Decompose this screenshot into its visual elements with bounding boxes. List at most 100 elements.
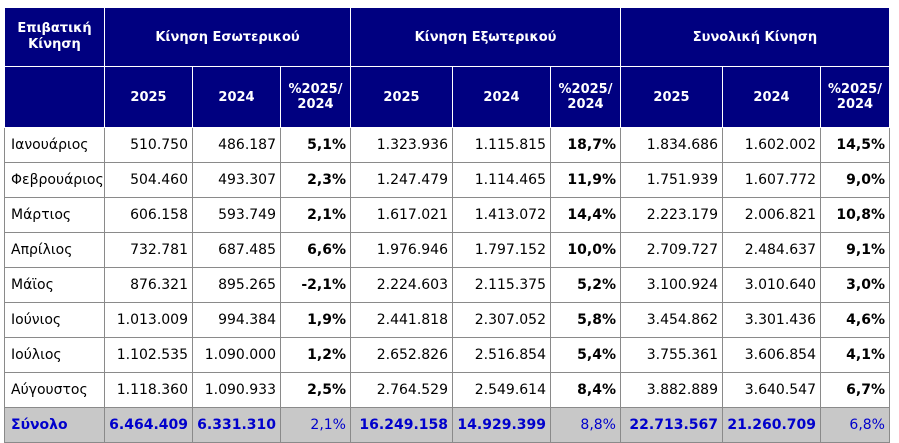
- value-cell: 687.485: [192, 232, 281, 268]
- month-label: Ιούνιος: [4, 302, 105, 338]
- group-header-domestic: Κίνηση Εσωτερικού: [104, 7, 351, 67]
- value-cell: 14.929.399: [452, 407, 551, 443]
- table-row: Μάϊος 876.321 895.265 -2,1% 2.224.603 2.115.3…: [4, 267, 890, 303]
- col-header-change: %2025/ 2024: [280, 66, 351, 128]
- col-header-2025: 2025: [620, 66, 723, 128]
- table-row: Αύγουστος 1.118.360 1.090.933 2,5% 2.764.529…: [4, 372, 890, 408]
- col-header-change: %2025/ 2024: [820, 66, 890, 128]
- change-cell: 2,3%: [280, 162, 351, 198]
- value-cell: 1.115.815: [452, 127, 551, 163]
- change-cell: 8,4%: [550, 372, 621, 408]
- value-cell: 2.516.854: [452, 337, 551, 373]
- value-cell: 1.090.000: [192, 337, 281, 373]
- value-cell: 606.158: [104, 197, 193, 233]
- value-cell: 3.301.436: [722, 302, 821, 338]
- change-cell: 5,1%: [280, 127, 351, 163]
- value-cell: 1.413.072: [452, 197, 551, 233]
- value-cell: 876.321: [104, 267, 193, 303]
- value-cell: 2.549.614: [452, 372, 551, 408]
- total-label: Σύνολο: [4, 407, 105, 443]
- value-cell: 2.764.529: [350, 372, 453, 408]
- value-cell: 1.617.021: [350, 197, 453, 233]
- change-cell: 10,8%: [820, 197, 890, 233]
- header-row-years: 2025 2024 %2025/ 2024 2025 2024 %2025/ 2…: [4, 66, 890, 128]
- value-cell: 2.307.052: [452, 302, 551, 338]
- table-body: Ιανουάριος 510.750 486.187 5,1% 1.323.936 1.1…: [4, 127, 890, 443]
- change-cell: 14,5%: [820, 127, 890, 163]
- month-label: Μάϊος: [4, 267, 105, 303]
- value-cell: 6.331.310: [192, 407, 281, 443]
- change-cell: 5,2%: [550, 267, 621, 303]
- value-cell: 1.602.002: [722, 127, 821, 163]
- month-label: Ιούλιος: [4, 337, 105, 373]
- value-cell: 1.114.465: [452, 162, 551, 198]
- value-cell: 2.115.375: [452, 267, 551, 303]
- value-cell: 1.607.772: [722, 162, 821, 198]
- value-cell: 2.224.603: [350, 267, 453, 303]
- value-cell: 3.640.547: [722, 372, 821, 408]
- value-cell: 895.265: [192, 267, 281, 303]
- value-cell: 2.223.179: [620, 197, 723, 233]
- value-cell: 3.010.640: [722, 267, 821, 303]
- table-row: Φεβρουάριος 504.460 493.307 2,3% 1.247.479 1.…: [4, 162, 890, 198]
- change-cell: 9,0%: [820, 162, 890, 198]
- change-cell: 10,0%: [550, 232, 621, 268]
- value-cell: 6.464.409: [104, 407, 193, 443]
- value-cell: 22.713.567: [620, 407, 723, 443]
- value-cell: 510.750: [104, 127, 193, 163]
- change-cell: 9,1%: [820, 232, 890, 268]
- change-cell: 8,8%: [550, 407, 621, 443]
- value-cell: 3.606.854: [722, 337, 821, 373]
- month-label: Απρίλιος: [4, 232, 105, 268]
- month-label: Ιανουάριος: [4, 127, 105, 163]
- value-cell: 1.797.152: [452, 232, 551, 268]
- change-cell: 4,6%: [820, 302, 890, 338]
- group-header-total: Συνολική Κίνηση: [620, 7, 890, 67]
- value-cell: 1.247.479: [350, 162, 453, 198]
- change-cell: 5,4%: [550, 337, 621, 373]
- change-cell: 6,8%: [820, 407, 890, 443]
- table-row: Απρίλιος 732.781 687.485 6,6% 1.976.946 1.797…: [4, 232, 890, 268]
- value-cell: 2.709.727: [620, 232, 723, 268]
- value-cell: 1.976.946: [350, 232, 453, 268]
- col-header-2025: 2025: [104, 66, 193, 128]
- change-cell: 18,7%: [550, 127, 621, 163]
- value-cell: 1.323.936: [350, 127, 453, 163]
- total-row: Σύνολο 6.464.409 6.331.310 2,1% 16.249.158 14…: [4, 407, 890, 443]
- value-cell: 1.102.535: [104, 337, 193, 373]
- table-row: Μάρτιος 606.158 593.749 2,1% 1.617.021 1.413.…: [4, 197, 890, 233]
- change-cell: 2,1%: [280, 197, 351, 233]
- value-cell: 994.384: [192, 302, 281, 338]
- group-header-international: Κίνηση Εξωτερικού: [350, 7, 621, 67]
- value-cell: 504.460: [104, 162, 193, 198]
- value-cell: 1.751.939: [620, 162, 723, 198]
- value-cell: 2.006.821: [722, 197, 821, 233]
- change-cell: 1,2%: [280, 337, 351, 373]
- value-cell: 3.882.889: [620, 372, 723, 408]
- passenger-traffic-table: Επιβατική Κίνηση Κίνηση Εσωτερικού Κίνησ…: [4, 7, 890, 443]
- corner-header: Επιβατική Κίνηση: [4, 7, 105, 67]
- col-header-2024: 2024: [722, 66, 821, 128]
- value-cell: 3.755.361: [620, 337, 723, 373]
- table-row: Ιούλιος 1.102.535 1.090.000 1,2% 2.652.826 2.…: [4, 337, 890, 373]
- value-cell: 732.781: [104, 232, 193, 268]
- value-cell: 3.454.862: [620, 302, 723, 338]
- change-cell: 5,8%: [550, 302, 621, 338]
- value-cell: 16.249.158: [350, 407, 453, 443]
- change-cell: 4,1%: [820, 337, 890, 373]
- col-header-2024: 2024: [192, 66, 281, 128]
- change-cell: 2,5%: [280, 372, 351, 408]
- header-blank: [4, 66, 105, 128]
- change-cell: 2,1%: [280, 407, 351, 443]
- change-cell: -2,1%: [280, 267, 351, 303]
- value-cell: 3.100.924: [620, 267, 723, 303]
- value-cell: 21.260.709: [722, 407, 821, 443]
- value-cell: 1.834.686: [620, 127, 723, 163]
- value-cell: 2.652.826: [350, 337, 453, 373]
- header-row-groups: Επιβατική Κίνηση Κίνηση Εσωτερικού Κίνησ…: [4, 7, 890, 67]
- change-cell: 11,9%: [550, 162, 621, 198]
- month-label: Μάρτιος: [4, 197, 105, 233]
- value-cell: 1.118.360: [104, 372, 193, 408]
- value-cell: 1.090.933: [192, 372, 281, 408]
- value-cell: 593.749: [192, 197, 281, 233]
